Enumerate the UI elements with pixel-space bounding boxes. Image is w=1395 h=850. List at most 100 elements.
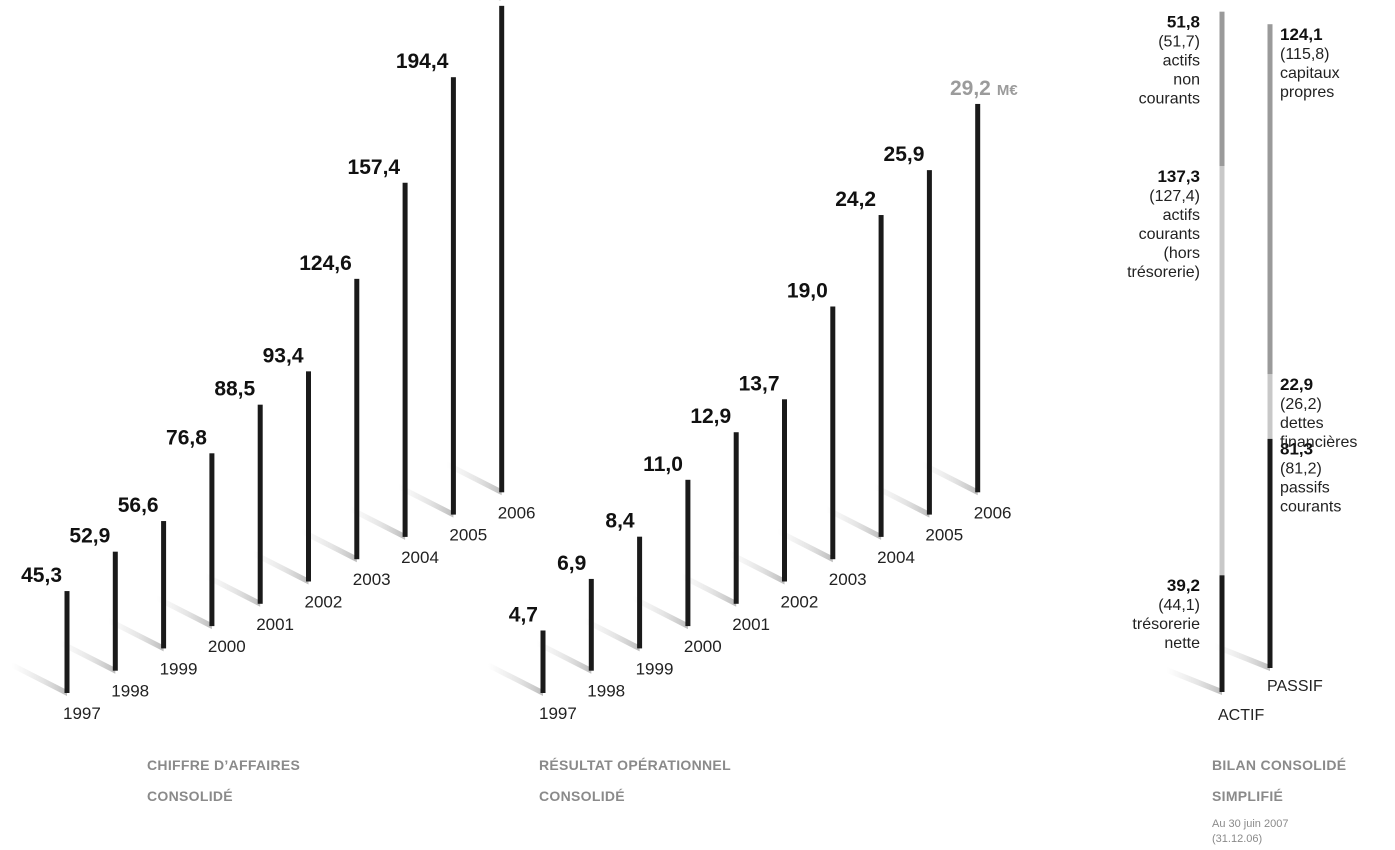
year-label: 2005: [925, 526, 963, 545]
year-label: 2006: [498, 503, 536, 522]
passif-label: PASSIF: [1267, 678, 1323, 695]
bar: [402, 182, 408, 537]
bar-value-label: 45,3: [21, 564, 62, 587]
year-label: 2003: [353, 570, 391, 589]
bar-shadow: [488, 662, 543, 696]
bar: [64, 591, 70, 693]
stack-segment: [1267, 24, 1273, 375]
bar-shadow: [729, 550, 785, 585]
actif-label: ACTIF: [1218, 707, 1264, 724]
bar-shadow: [205, 572, 261, 607]
balance-sheet-title-line-1: BILAN CONSOLIDÉ: [1212, 757, 1346, 773]
year-label: 2005: [449, 526, 487, 545]
revenue-value-labels: 45,3 52,9 56,6 76,8 88,5 93,4 124,6 157,4 194,4 2…: [21, 0, 542, 587]
balance-sheet-note-line-1: Au 30 juin 2007: [1212, 818, 1288, 830]
year-label: 2002: [305, 593, 343, 612]
bar: [450, 77, 456, 515]
year-label: 2003: [829, 570, 867, 589]
year-label: 2000: [684, 637, 722, 656]
bar-shadow: [253, 550, 309, 585]
operating-result-bar-shadows: [488, 461, 978, 696]
bar-shadow: [874, 483, 930, 518]
bar-value-label: 8,4: [605, 510, 635, 533]
column-shadow: [1167, 667, 1222, 695]
year-label: 2001: [256, 615, 294, 634]
year-label: 2004: [877, 548, 915, 567]
bar-shadow: [156, 595, 212, 630]
bar-value-label: 11,0: [643, 453, 683, 476]
balance-sheet-shadows: [1167, 643, 1270, 695]
bar-value-label: 76,8: [166, 426, 207, 449]
column-shadow: [1215, 643, 1270, 671]
bar: [878, 215, 884, 537]
bar-shadow: [536, 639, 592, 674]
bar-value-label: 88,5: [214, 378, 255, 401]
segment-label: 81,3 (81,2) passifs courants: [1280, 440, 1341, 516]
bar-shadow: [632, 595, 688, 630]
revenue-bar-shadows: [12, 461, 502, 696]
balance-sheet-labels: 39,2 (44,1) trésorerie nette 137,3 (127,4) act…: [1127, 13, 1357, 653]
bar: [637, 536, 643, 649]
stack-segment: [1267, 374, 1273, 439]
bar-shadow: [301, 528, 357, 563]
bar: [975, 103, 981, 493]
operating-result-bars: [540, 103, 981, 693]
bar-shadow: [777, 528, 833, 563]
bar-shadow: [60, 639, 116, 674]
bar-shadow: [398, 483, 454, 518]
stack-segment: [1219, 166, 1225, 576]
bar-value-label: 194,4: [396, 50, 449, 73]
year-label: 1997: [539, 704, 577, 723]
bar-value-label: 25,9: [884, 143, 925, 166]
bar-value-label: 29,2 M€: [950, 77, 1018, 100]
bar-shadow: [350, 505, 406, 540]
bar: [540, 630, 546, 693]
operating-result-value-labels: 4,7 6,9 8,4 11,0 12,9 13,7 19,0 24,2 25,9 29,2 M€: [509, 77, 1019, 627]
year-label: 2000: [208, 637, 246, 656]
year-label: 2004: [401, 548, 439, 567]
bar-value-label: 24,2: [835, 188, 876, 211]
segment-label: 137,3 (127,4) actifs courants (hors trésoreri…: [1127, 167, 1200, 281]
bar: [354, 278, 360, 560]
balance-sheet-chart: 39,2 (44,1) trésorerie nette 137,3 (127,4) act…: [1127, 11, 1357, 845]
operating-result-title-line-2: CONSOLIDÉ: [539, 788, 625, 804]
balance-sheet-title-line-2: SIMPLIFIÉ: [1212, 788, 1283, 804]
bar-value-label: 6,9: [557, 552, 586, 575]
year-label: 2006: [974, 503, 1012, 522]
year-label: 1997: [63, 704, 101, 723]
bar: [209, 453, 215, 627]
bar-value-label: 13,7: [739, 372, 780, 395]
bar-value-label: 56,6: [118, 494, 159, 517]
bar: [306, 371, 311, 582]
bar: [685, 479, 691, 627]
bar-value-label: 4,7: [509, 603, 538, 626]
bar: [499, 5, 505, 493]
operating-result-title-line-1: RÉSULTAT OPÉRATIONNEL: [539, 757, 731, 773]
bar-value-label: 216,2M€: [462, 0, 542, 2]
year-label: 2001: [732, 615, 770, 634]
stack-segment: [1219, 575, 1225, 692]
bar: [782, 399, 787, 582]
bar-shadow: [12, 662, 67, 696]
bar-shadow: [108, 617, 164, 652]
year-label: 2002: [781, 593, 819, 612]
year-label: 1998: [111, 682, 149, 701]
stack-segment: [1219, 11, 1225, 167]
segment-label: 124,1 (115,8) capitaux propres: [1280, 25, 1340, 101]
year-label: 1999: [160, 659, 198, 678]
bar-shadow: [922, 461, 978, 496]
operating-result-year-labels: 1997 1998 1999 2000 2001 2002 2003 2004 2005 2006: [539, 503, 1012, 723]
balance-sheet-bars: [1219, 11, 1273, 692]
revenue-chart: 45,3 52,9 56,6 76,8 88,5 93,4 124,6 157,4 194,4 2…: [12, 0, 542, 804]
revenue-title-line-2: CONSOLIDÉ: [147, 788, 233, 804]
year-label: 1999: [636, 659, 674, 678]
bar: [926, 170, 932, 515]
bar-value-label: 157,4: [348, 156, 401, 179]
segment-label: 39,2 (44,1) trésorerie nette: [1132, 576, 1200, 652]
bar: [830, 306, 836, 560]
stack-segment: [1267, 438, 1273, 668]
bar-shadow: [446, 461, 502, 496]
bar-shadow: [584, 617, 640, 652]
revenue-title-line-1: CHIFFRE D’AFFAIRES: [147, 757, 300, 773]
bar: [161, 521, 167, 649]
